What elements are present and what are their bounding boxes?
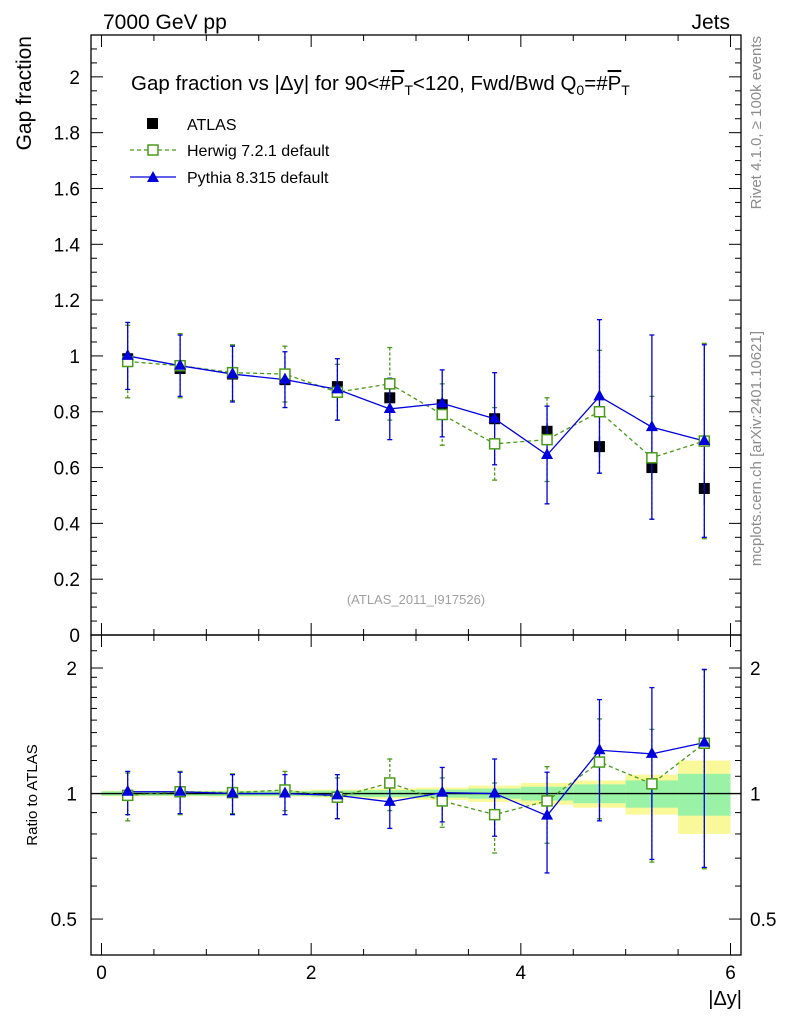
title-q-subscript: 0 [576, 82, 584, 98]
main-pythia-point [698, 434, 711, 446]
main-panel: 0 0.2 0.4 0.6 0.8 1 1.2 1.4 1.6 1.8 2 Gap fraction… [13, 34, 742, 647]
ratio-y-tick-label-right: 0.5 [750, 910, 776, 931]
ratio-herwig-point [488, 808, 501, 821]
ratio-series-layer [121, 668, 711, 874]
ratio-x-tick-label: 0 [96, 963, 107, 984]
ratio-pythia-point [121, 784, 134, 796]
main-pythia-point [645, 420, 658, 432]
ratio-panel: 0.5 0.5 1 1 2 2 0 2 4 6 Ratio to ATLAS |Δy| [24, 634, 776, 1010]
legend-atlas-marker [147, 118, 158, 129]
side-label-rivet: Rivet 4.1.0, ≥ 100k events [748, 36, 765, 209]
main-series-layer [121, 319, 711, 540]
title-pt-symbol-2: P [608, 72, 622, 95]
ratio-y-tick-label-right: 1 [750, 785, 761, 806]
ratio-pythia-line [127, 741, 705, 817]
title-prefix: Gap fraction vs |Δy| for 90<# [131, 72, 391, 95]
ratio-x-tick-label: 4 [516, 963, 527, 984]
main-pythia-point [278, 372, 291, 384]
ratio-x-tick-label: 6 [725, 963, 736, 984]
ratio-pythia-point [645, 746, 658, 758]
main-y-tick-label: 0.8 [54, 403, 80, 424]
title-pt-symbol: P [391, 72, 405, 95]
ratio-pythia-point [541, 808, 554, 820]
main-y-tick-label: 0.6 [54, 459, 80, 480]
main-y-tick-label: 1.8 [54, 124, 80, 145]
main-pythia-point [226, 367, 239, 379]
main-pythia-point [383, 401, 396, 413]
main-pythia-point [331, 382, 344, 394]
legend-atlas-label: ATLAS [187, 117, 237, 134]
ratio-herwig-point [384, 777, 396, 789]
ratio-y-axis-label: Ratio to ATLAS [24, 744, 41, 845]
legend-pythia-marker [147, 171, 159, 182]
main-herwig-point [593, 405, 606, 418]
title-pt-subscript-2: T [621, 82, 630, 98]
ratio-x-axis-label: |Δy| [708, 988, 742, 1010]
main-herwig-line [127, 360, 705, 459]
main-y-tick-label: 1.4 [54, 235, 81, 256]
main-y-tick-label: 1.2 [54, 291, 80, 312]
header-left-label: 7000 GeV pp [103, 11, 227, 34]
ratio-pythia-point [698, 735, 711, 747]
main-y-tick-label: 0 [69, 626, 80, 647]
ratio-y-tick-label: 1 [66, 785, 77, 806]
main-pythia-point [488, 411, 501, 423]
ratio-herwig-point [541, 795, 553, 807]
ratio-pythia-point [331, 788, 344, 800]
main-y-tick-label: 0.4 [54, 514, 81, 535]
ratio-pythia-point [278, 786, 291, 798]
main-herwig-point [488, 438, 501, 450]
side-label-mcplots: mcplots.cern.ch [arXiv:2401.10621] [748, 331, 765, 566]
title-pt-subscript: T [404, 82, 413, 98]
ratio-pythia-point [174, 784, 187, 796]
main-y-tick-label: 2 [69, 68, 80, 89]
header-right-label: Jets [691, 11, 730, 34]
main-herwig-point [646, 452, 658, 464]
ratio-pythia-point [593, 743, 606, 755]
legend-pythia-label: Pythia 8.315 default [187, 170, 329, 187]
legend-herwig-marker [147, 144, 159, 156]
main-pythia-point [436, 396, 449, 408]
ratio-pythia-point [436, 785, 449, 797]
main-pythia-line [127, 355, 705, 456]
legend-herwig-label: Herwig 7.2.1 default [187, 143, 330, 160]
ratio-pythia-point [226, 786, 239, 798]
main-y-axis-label: Gap fraction [13, 36, 36, 150]
ratio-y-tick-label-right: 2 [750, 659, 761, 680]
main-herwig-point [541, 433, 553, 446]
main-pythia-point [174, 358, 187, 370]
ratio-herwig-point [646, 778, 658, 790]
title-eq: =# [584, 72, 608, 95]
main-y-tick-label: 1 [69, 347, 80, 368]
main-herwig-point [384, 378, 396, 390]
ratio-y-tick-label: 0.5 [51, 910, 77, 931]
analysis-id-label: (ATLAS_2011_I917526) [347, 592, 485, 607]
plot-title: Gap fraction vs |Δy| for 90<#PT<120, Fwd… [131, 72, 630, 98]
ratio-x-axis: 0 2 4 6 [96, 635, 736, 984]
ratio-pythia-point [383, 794, 396, 806]
main-pythia-point [593, 389, 606, 401]
main-y-tick-label: 1.6 [54, 179, 80, 200]
main-pythia-point [121, 348, 134, 360]
ratio-herwig-point [436, 795, 448, 807]
main-y-axis: 0 0.2 0.4 0.6 0.8 1 1.2 1.4 1.6 1.8 2 [54, 35, 741, 647]
ratio-herwig-point [593, 756, 606, 768]
ratio-x-tick-label: 2 [306, 963, 317, 984]
ratio-y-tick-label: 2 [66, 659, 77, 680]
ratio-y-axis: 0.5 0.5 1 1 2 2 [51, 650, 776, 931]
main-herwig-point [436, 408, 448, 421]
main-pythia-point [541, 448, 554, 459]
ratio-pythia-point [488, 786, 501, 798]
title-mid: <120, Fwd/Bwd Q [413, 72, 577, 95]
legend: ATLAS Herwig 7.2.1 default Pythia 8.315 … [130, 117, 330, 187]
main-y-tick-label: 0.2 [54, 570, 80, 591]
